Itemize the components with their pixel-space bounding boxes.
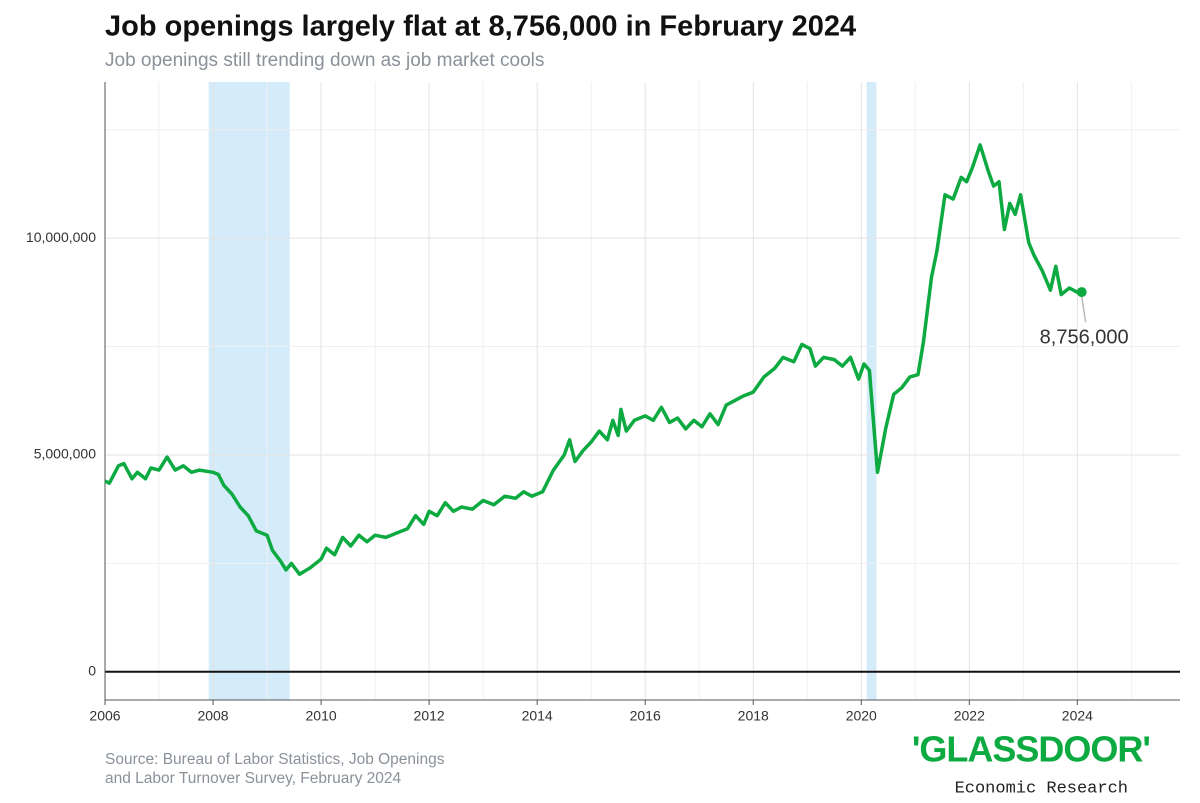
y-tick-label: 5,000,000 (34, 446, 96, 462)
x-tick-label: 2018 (738, 708, 769, 724)
x-tick-label: 2012 (414, 708, 445, 724)
chart-title: Job openings largely flat at 8,756,000 i… (105, 11, 856, 43)
chart-subtitle: Job openings still trending down as job … (105, 50, 544, 71)
x-tick-label: 2014 (522, 708, 553, 724)
data-line (104, 143, 1082, 576)
x-tick-label: 2006 (89, 708, 120, 724)
x-tick-label: 2022 (954, 708, 985, 724)
y-tick-label: 0 (88, 663, 96, 679)
recession-band (208, 82, 290, 700)
logo: 'GLASSDOOR' (912, 729, 1150, 770)
x-tick-label: 2010 (306, 708, 337, 724)
x-tick-label: 2016 (630, 708, 661, 724)
source: Source: Bureau of Labor Statistics, Job … (105, 751, 445, 768)
source: and Labor Turnover Survey, February 2024 (105, 770, 401, 787)
end-label: 8,756,000 (1040, 326, 1129, 348)
x-tick-label: 2024 (1062, 708, 1093, 724)
annotation-leader (1080, 295, 1087, 323)
end-point (1076, 287, 1087, 298)
y-tick-label: 10,000,000 (26, 229, 96, 245)
x-tick-label: 2020 (846, 708, 877, 724)
x-tick-label: 2008 (197, 708, 228, 724)
logo-subtitle: Economic Research (955, 779, 1128, 798)
